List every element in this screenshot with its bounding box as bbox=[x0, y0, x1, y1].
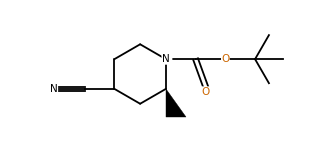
Polygon shape bbox=[166, 89, 186, 117]
Text: O: O bbox=[202, 86, 210, 97]
Text: N: N bbox=[50, 84, 58, 94]
Text: N: N bbox=[162, 54, 170, 64]
Text: O: O bbox=[221, 54, 229, 64]
